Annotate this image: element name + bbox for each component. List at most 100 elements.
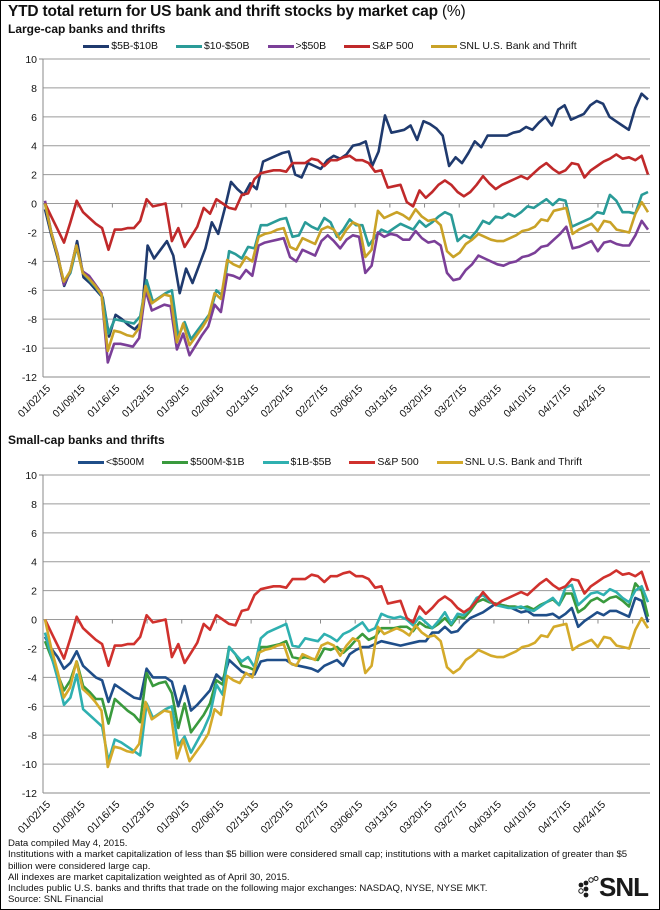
x-tick-label: 03/20/15 bbox=[397, 799, 434, 836]
small-cap-legend: <$500M $500M-$1B $1B-$5B S&P 500 SNL U.S. Ba… bbox=[0, 456, 660, 468]
y-tick-label: 2 bbox=[31, 586, 37, 598]
y-tick-label: 2 bbox=[31, 170, 37, 182]
x-tick-label: 04/17/15 bbox=[536, 383, 573, 420]
x-tick-label: 04/17/15 bbox=[536, 799, 573, 836]
legend-label: SNL U.S. Bank and Thrift bbox=[459, 40, 577, 52]
x-tick-label: 04/03/15 bbox=[467, 383, 504, 420]
x-tick-label: 02/06/15 bbox=[189, 383, 226, 420]
x-tick-label: 03/06/15 bbox=[328, 383, 365, 420]
y-tick-label: -12 bbox=[22, 788, 37, 800]
series-line-1b-5b bbox=[43, 583, 650, 763]
legend-swatch bbox=[349, 460, 376, 464]
x-tick-label: 03/20/15 bbox=[397, 383, 434, 420]
x-tick-label: 02/06/15 bbox=[189, 799, 226, 836]
y-tick-label: -12 bbox=[22, 372, 37, 384]
legend-label: <$500M bbox=[106, 456, 145, 468]
legend-label: $1B-$5B bbox=[290, 456, 332, 468]
footnote-weighting: All indexes are market capitalization we… bbox=[8, 871, 290, 883]
y-tick-label: -6 bbox=[28, 285, 37, 297]
x-tick-label: 01/02/15 bbox=[16, 799, 53, 836]
x-tick-label: 03/13/15 bbox=[363, 383, 400, 420]
y-tick-label: 8 bbox=[31, 499, 37, 511]
x-tick-label: 04/10/15 bbox=[501, 383, 538, 420]
small-cap-subtitle: Small-cap banks and thrifts bbox=[8, 433, 165, 447]
x-tick-label: 01/30/15 bbox=[154, 383, 191, 420]
legend-swatch bbox=[344, 44, 371, 48]
legend-item-s-p-500: S&P 500 bbox=[344, 40, 413, 52]
y-tick-label: -4 bbox=[28, 256, 37, 268]
series-line-s-p-500 bbox=[43, 153, 650, 252]
x-tick-label: 01/02/15 bbox=[16, 383, 53, 420]
legend-item-500m-1b: $500M-$1B bbox=[162, 456, 245, 468]
x-tick-label: 04/24/15 bbox=[571, 799, 608, 836]
y-tick-label: 10 bbox=[25, 54, 37, 66]
legend-item-snl-u-s-bank-and-thrift: SNL U.S. Bank and Thrift bbox=[431, 40, 577, 52]
x-tick-label: 04/24/15 bbox=[571, 383, 608, 420]
legend-item-5b-10b: $5B-$10B bbox=[83, 40, 158, 52]
legend-item-snl-u-s-bank-and-thrift: SNL U.S. Bank and Thrift bbox=[436, 456, 582, 468]
legend-item-s-p-500: S&P 500 bbox=[349, 456, 419, 468]
legend-swatch bbox=[162, 460, 189, 464]
x-tick-label: 01/09/15 bbox=[50, 799, 87, 836]
large-cap-legend: $5B-$10B $10-$50B >$50B S&P 500 SNL U.S. Ban… bbox=[0, 40, 660, 52]
y-tick-label: -10 bbox=[22, 343, 37, 355]
legend-label: $10-$50B bbox=[203, 40, 250, 52]
large-cap-chart: 1086420-2-4-6-8-10-1201/02/1501/09/1501/… bbox=[16, 54, 650, 420]
series-line-snl-u-s-bank-and-thrift bbox=[43, 616, 650, 769]
y-tick-label: 4 bbox=[31, 141, 37, 153]
y-tick-label: 10 bbox=[25, 470, 37, 482]
legend-item-1b-5b: $1B-$5B bbox=[262, 456, 332, 468]
footnote-compiled: Data compiled May 4, 2015. bbox=[8, 838, 128, 849]
legend-label: >$50B bbox=[295, 40, 327, 52]
x-tick-label: 04/03/15 bbox=[467, 799, 504, 836]
footnote-cap-definition: Institutions with a market capitalizatio… bbox=[8, 849, 628, 872]
x-tick-label: 02/27/15 bbox=[293, 383, 330, 420]
legend-swatch bbox=[436, 460, 463, 464]
x-tick-label: 01/23/15 bbox=[120, 799, 157, 836]
snl-logo: SNL bbox=[577, 872, 649, 903]
legend-swatch bbox=[262, 460, 289, 464]
legend-label: $5B-$10B bbox=[111, 40, 158, 52]
footnote-source: Source: SNL Financial bbox=[8, 894, 104, 906]
x-tick-label: 03/06/15 bbox=[328, 799, 365, 836]
y-tick-label: -8 bbox=[28, 730, 37, 742]
title-text: YTD total return for US bank and thrift … bbox=[8, 3, 438, 20]
x-tick-label: 03/13/15 bbox=[363, 799, 400, 836]
legend-swatch bbox=[83, 44, 110, 48]
legend-label: S&P 500 bbox=[372, 40, 414, 52]
y-tick-label: 4 bbox=[31, 557, 37, 569]
series-line-5b-10b bbox=[43, 92, 649, 338]
y-tick-label: -2 bbox=[28, 643, 37, 655]
x-tick-label: 01/09/15 bbox=[50, 383, 87, 420]
x-tick-label: 02/20/15 bbox=[259, 383, 296, 420]
y-tick-label: -8 bbox=[28, 314, 37, 326]
x-tick-label: 02/13/15 bbox=[224, 799, 261, 836]
x-tick-label: 01/16/15 bbox=[85, 799, 122, 836]
y-tick-label: 8 bbox=[31, 83, 37, 95]
y-tick-label: -2 bbox=[28, 227, 37, 239]
legend-label: $500M-$1B bbox=[190, 456, 245, 468]
legend-item-10-50b: $10-$50B bbox=[175, 40, 250, 52]
x-tick-label: 03/27/15 bbox=[432, 383, 469, 420]
small-cap-chart: 1086420-2-4-6-8-10-1201/02/1501/09/1501/… bbox=[16, 470, 650, 836]
legend-item-50b: >$50B bbox=[267, 40, 327, 52]
x-tick-label: 02/27/15 bbox=[293, 799, 330, 836]
x-tick-label: 01/16/15 bbox=[85, 383, 122, 420]
y-tick-label: 0 bbox=[31, 615, 37, 627]
legend-swatch bbox=[267, 44, 294, 48]
series-line-500m bbox=[43, 596, 650, 712]
snl-dots-icon bbox=[578, 875, 599, 897]
x-tick-label: 01/23/15 bbox=[120, 383, 157, 420]
footnotes: Data compiled May 4, 2015. Institutions … bbox=[8, 838, 653, 906]
footnote-exchanges: Includes public U.S. banks and thrifts t… bbox=[8, 883, 488, 895]
large-cap-subtitle: Large-cap banks and thrifts bbox=[8, 22, 166, 36]
x-tick-label: 03/27/15 bbox=[432, 799, 469, 836]
y-tick-label: 6 bbox=[31, 528, 37, 540]
y-tick-label: -10 bbox=[22, 759, 37, 771]
legend-swatch bbox=[431, 44, 458, 48]
title-unit: (%) bbox=[441, 3, 466, 20]
legend-label: SNL U.S. Bank and Thrift bbox=[464, 456, 582, 468]
legend-item-500m: <$500M bbox=[78, 456, 144, 468]
legend-label: S&P 500 bbox=[377, 456, 419, 468]
legend-swatch bbox=[78, 460, 104, 464]
